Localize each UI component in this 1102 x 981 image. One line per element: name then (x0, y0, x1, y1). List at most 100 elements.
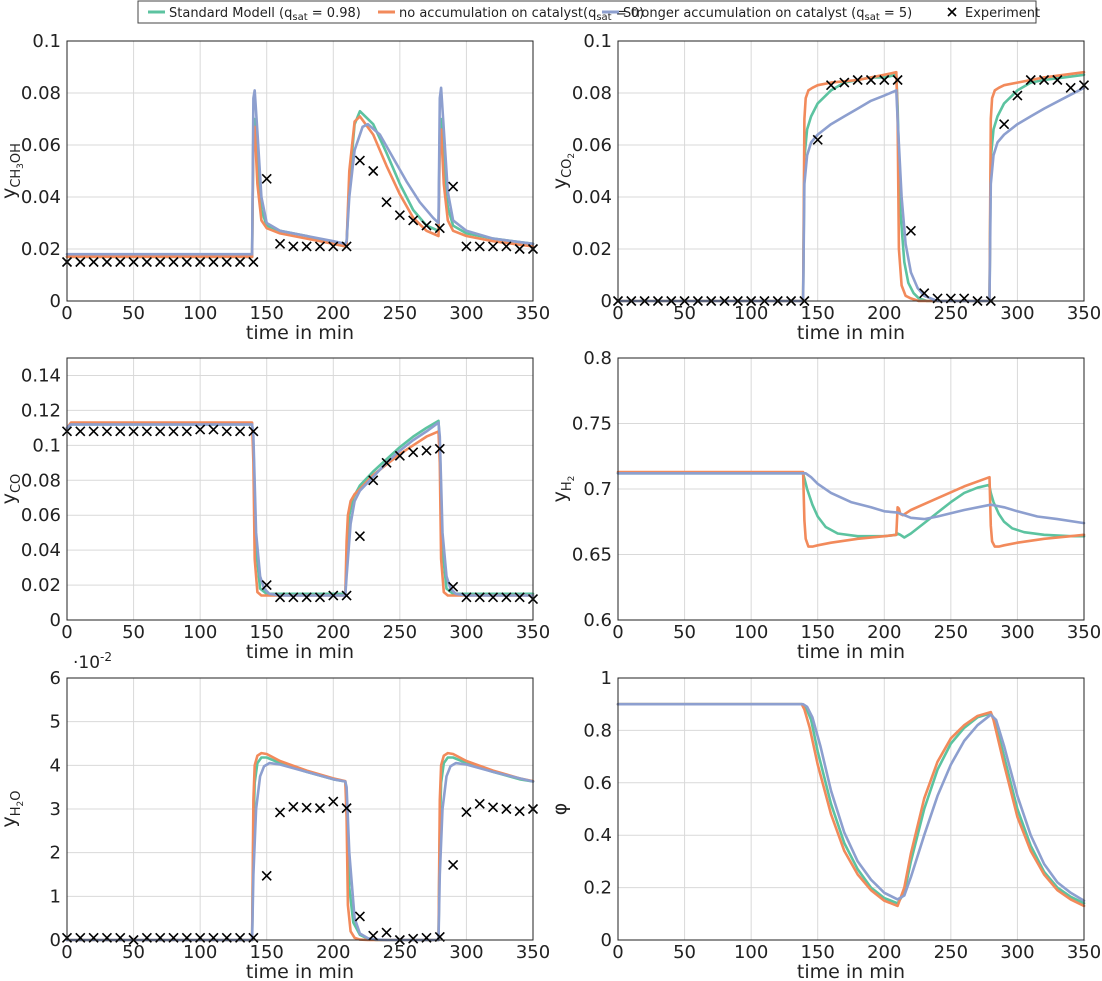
series-line (616, 702, 1086, 902)
experiment-point (474, 798, 485, 809)
experiment-point (208, 256, 219, 268)
chart-h2o: 0 50 100 150 200 250 300 350 0 1 2 3 4 5 6 time in min y… (0, 650, 550, 981)
y-tick-label: 0.08 (21, 470, 61, 491)
y-tick-label: 0.12 (21, 400, 61, 421)
experiment-point (1025, 74, 1036, 86)
experiment-point (274, 592, 286, 603)
experiment-point (155, 256, 166, 268)
experiment-point (408, 215, 419, 226)
experiment-point (235, 256, 246, 268)
experiment-markers (61, 424, 539, 605)
plot-frame (617, 677, 1085, 941)
experiment-point (115, 932, 126, 943)
y-tick-label: 0.1 (32, 435, 61, 456)
experiment-point (487, 592, 499, 603)
experiment-point (1038, 74, 1050, 86)
experiment-point (168, 256, 179, 268)
x-tick-label: 50 (673, 303, 696, 324)
y-tick-label: 0.8 (583, 348, 612, 369)
y-tick-label: 1 (601, 668, 612, 689)
x-tick-label: 0 (61, 622, 72, 643)
experiment-point (75, 932, 86, 943)
series-line (65, 761, 535, 942)
legend-label: no accumulation on catalyst(qsat = 0) (399, 6, 644, 23)
experiment-point (288, 592, 299, 603)
experiment-point (75, 426, 86, 437)
experiment-point (394, 450, 405, 461)
series-line (616, 472, 1086, 525)
experiment-point (328, 241, 339, 252)
y-tick-label: 0.6 (583, 773, 612, 794)
series-line (65, 115, 535, 259)
y-tick-label: 0.7 (583, 479, 612, 500)
x-tick-label: 0 (61, 942, 72, 963)
legend-box (137, 0, 1037, 24)
x-tick-label: 250 (934, 622, 968, 643)
y-tick-label: 0.02 (21, 239, 61, 260)
series-line (616, 702, 1086, 905)
experiment-point (448, 181, 459, 192)
experiment-point (812, 134, 823, 145)
experiment-point (879, 74, 890, 86)
experiment-point (368, 475, 379, 486)
x-tick-label: 350 (1067, 303, 1101, 324)
x-tick-label: 150 (250, 942, 284, 963)
experiment-point (341, 590, 352, 601)
experiment-point (195, 932, 206, 943)
chart-ch3oh: 0 50 100 150 200 250 300 350 0 0.02 0.04 0.06 0.08 0.… (0, 31, 550, 344)
experiment-point (248, 932, 259, 943)
experiment-point (75, 256, 86, 268)
y-tick-label: 0.08 (21, 83, 61, 104)
experiment-point (301, 592, 312, 603)
x-tick-label: 300 (1000, 942, 1034, 963)
experiment-point (101, 256, 113, 268)
y-tick-label: 0.02 (572, 239, 612, 260)
experiment-point (88, 256, 99, 268)
y-tick-label: 4 (50, 755, 61, 776)
experiment-point (88, 426, 99, 437)
experiment-point (354, 155, 365, 166)
y-tick-label: 0.6 (583, 610, 612, 631)
y-tick-label: 0.2 (583, 878, 612, 899)
x-tick-label: 200 (316, 303, 350, 324)
y-tick-label: 0.06 (21, 505, 61, 526)
experiment-point (461, 592, 472, 603)
x-tick-label: 350 (516, 303, 550, 324)
x-tick-label: 150 (801, 303, 835, 324)
plot-frame (66, 357, 534, 621)
legend-entry: no accumulation on catalyst(qsat = 0) (378, 6, 644, 23)
x-axis-label: time in min (246, 961, 354, 981)
experiment-point (474, 241, 485, 252)
legend-label: Stronger accumulation on catalyst (qsat … (623, 6, 912, 23)
experiment-point (999, 119, 1010, 130)
experiment-point (421, 932, 432, 943)
experiment-point (168, 932, 179, 943)
experiment-point (514, 243, 525, 255)
experiment-point (381, 197, 392, 208)
experiment-point (155, 426, 166, 437)
legend-entry: Experiment (947, 6, 1040, 21)
x-tick-label: 200 (867, 622, 901, 643)
experiment-point (208, 932, 219, 943)
experiment-point (261, 580, 272, 591)
x-tick-label: 200 (316, 622, 350, 643)
experiment-point (235, 426, 246, 437)
series-line (65, 419, 535, 596)
experiment-point (381, 457, 392, 468)
x-tick-label: 350 (516, 942, 550, 963)
experiment-point (155, 932, 166, 943)
y-tick-label: 0.65 (572, 545, 612, 566)
experiment-point (474, 592, 485, 603)
experiment-point (852, 74, 863, 86)
experiment-point (919, 288, 930, 299)
x-tick-label: 300 (1000, 622, 1034, 643)
experiment-point (354, 911, 365, 922)
series-line (616, 73, 1086, 303)
experiment-point (181, 256, 192, 268)
y-tick-label: 1 (50, 886, 61, 907)
series-line (65, 756, 535, 942)
chart-co: 0 50 100 150 200 250 300 350 0 0.02 0.04 0.06 0.08 0.… (0, 357, 550, 663)
x-tick-label: 250 (934, 942, 968, 963)
experiment-markers (61, 796, 539, 946)
x-tick-label: 50 (673, 622, 696, 643)
